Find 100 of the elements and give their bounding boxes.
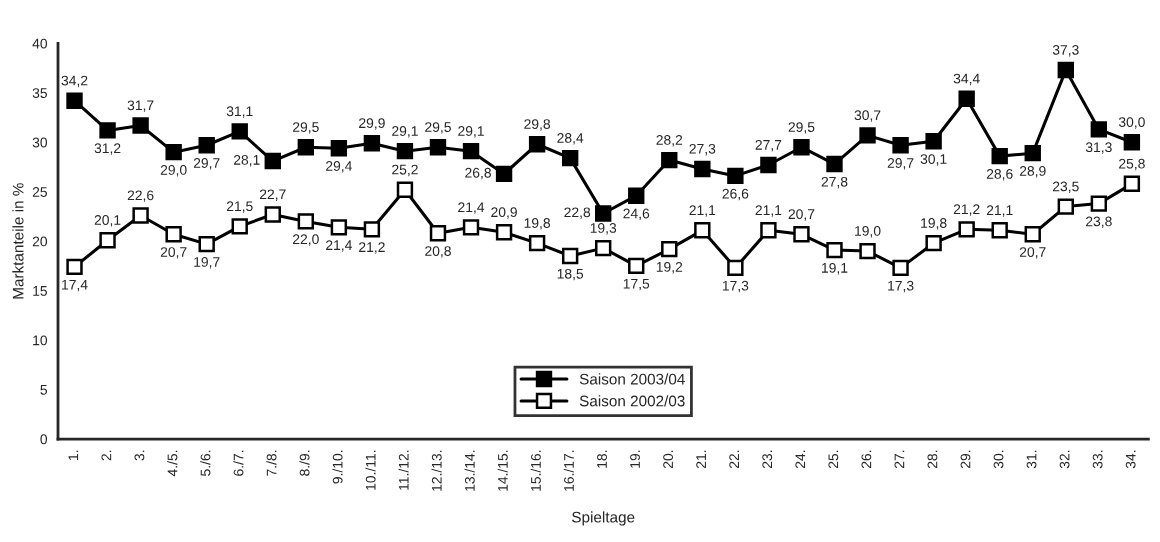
point bbox=[66, 92, 83, 109]
point bbox=[561, 149, 579, 167]
data-label: 29,7 bbox=[193, 158, 220, 170]
point bbox=[495, 224, 513, 241]
data-label: 19,8 bbox=[524, 218, 551, 230]
data-label: 26,6 bbox=[722, 188, 749, 201]
data-label: 25,8 bbox=[1119, 158, 1145, 171]
data-label: 22,8 bbox=[564, 207, 591, 219]
point bbox=[396, 181, 414, 198]
x-tick-label: 34. bbox=[1125, 450, 1136, 469]
data-label: 29,7 bbox=[887, 158, 914, 170]
x-tick-label: 9./10. bbox=[332, 450, 343, 484]
x-tick-label: 28. bbox=[927, 450, 938, 469]
point bbox=[198, 137, 215, 154]
data-label: 21,1 bbox=[755, 205, 782, 217]
point bbox=[826, 155, 843, 173]
x-tick-label: 13./14. bbox=[464, 450, 475, 491]
point bbox=[165, 143, 182, 161]
point bbox=[628, 257, 645, 275]
data-label: 21,1 bbox=[986, 205, 1013, 217]
data-label: 21,2 bbox=[359, 242, 385, 254]
point bbox=[429, 139, 447, 156]
data-label: 23,8 bbox=[1086, 216, 1112, 228]
y-tick-label: 40 bbox=[32, 38, 48, 49]
legend-label: Saison 2002/03 bbox=[579, 395, 685, 407]
point bbox=[132, 207, 149, 224]
point bbox=[727, 167, 744, 185]
point bbox=[66, 258, 83, 276]
data-label: 30,0 bbox=[1118, 117, 1145, 129]
point bbox=[859, 242, 876, 260]
data-label: 21,1 bbox=[689, 205, 716, 217]
data-label: 31,2 bbox=[94, 143, 121, 155]
x-tick-label: 33. bbox=[1092, 450, 1103, 469]
point bbox=[661, 240, 678, 258]
x-tick-label: 8./9. bbox=[299, 450, 310, 476]
point bbox=[1090, 195, 1108, 212]
point bbox=[495, 165, 513, 183]
data-label: 17,5 bbox=[623, 278, 650, 291]
data-label: 17,3 bbox=[722, 280, 749, 293]
y-tick-label: 25 bbox=[32, 187, 47, 197]
point bbox=[231, 218, 248, 235]
point bbox=[297, 213, 315, 230]
point bbox=[99, 232, 116, 249]
x-tick-label: 31. bbox=[1026, 450, 1037, 469]
point bbox=[694, 222, 711, 239]
data-label: 25,2 bbox=[392, 164, 418, 177]
data-label: 28,1 bbox=[233, 154, 260, 167]
x-tick-label: 2. bbox=[101, 450, 112, 461]
x-tick-label: 15./16. bbox=[530, 450, 541, 491]
data-label: 19,8 bbox=[921, 218, 947, 230]
data-label: 20,1 bbox=[94, 215, 121, 227]
x-tick-label: 29. bbox=[960, 450, 971, 469]
data-label: 29,1 bbox=[392, 126, 418, 138]
data-label: 27,8 bbox=[821, 176, 848, 189]
point bbox=[760, 222, 777, 239]
x-tick-label: 25. bbox=[828, 450, 839, 469]
data-label: 37,3 bbox=[1052, 44, 1079, 57]
data-label: 19,0 bbox=[855, 226, 881, 238]
point bbox=[330, 140, 348, 157]
data-label: 20,9 bbox=[491, 207, 517, 219]
point bbox=[958, 221, 975, 238]
point bbox=[760, 156, 777, 174]
point bbox=[231, 123, 248, 140]
data-label: 29,0 bbox=[160, 165, 187, 177]
data-label: 27,7 bbox=[755, 139, 782, 152]
point bbox=[892, 137, 909, 154]
x-tick-label: 21. bbox=[696, 450, 706, 469]
x-tick-label: 19. bbox=[630, 450, 640, 468]
data-label: 21,5 bbox=[226, 201, 253, 213]
y-tick-label: 0 bbox=[40, 434, 48, 445]
data-label: 29,4 bbox=[326, 161, 352, 173]
point bbox=[363, 135, 381, 152]
legend-label: Saison 2003/04 bbox=[579, 373, 685, 385]
x-tick-label: 30. bbox=[993, 450, 1004, 469]
x-tick-label: 16./17. bbox=[563, 450, 574, 491]
point bbox=[363, 221, 381, 238]
point bbox=[99, 122, 116, 139]
x-tick-label: 32. bbox=[1059, 450, 1070, 469]
data-label: 27,3 bbox=[689, 143, 716, 156]
data-label: 28,2 bbox=[656, 135, 683, 147]
y-tick-label: 30 bbox=[32, 137, 48, 148]
y-tick-label: 10 bbox=[33, 335, 48, 346]
data-label: 29,8 bbox=[524, 119, 551, 131]
point bbox=[264, 206, 281, 223]
point bbox=[1024, 226, 1041, 243]
x-tick-label: 20. bbox=[663, 450, 674, 469]
data-label: 30,1 bbox=[920, 154, 947, 166]
x-tick-label: 7./8. bbox=[266, 450, 277, 476]
data-label: 19,7 bbox=[194, 257, 220, 269]
data-label: 22,0 bbox=[293, 234, 319, 246]
point bbox=[1024, 144, 1041, 162]
data-label: 21,2 bbox=[953, 204, 980, 216]
x-tick-label: 27. bbox=[894, 450, 905, 469]
point bbox=[429, 225, 447, 242]
x-tick-label: 5./6. bbox=[200, 450, 211, 476]
data-label: 19,3 bbox=[590, 223, 617, 235]
data-label: 29,5 bbox=[293, 122, 319, 134]
point bbox=[528, 136, 546, 153]
data-label: 17,3 bbox=[888, 280, 914, 293]
point bbox=[132, 117, 149, 134]
